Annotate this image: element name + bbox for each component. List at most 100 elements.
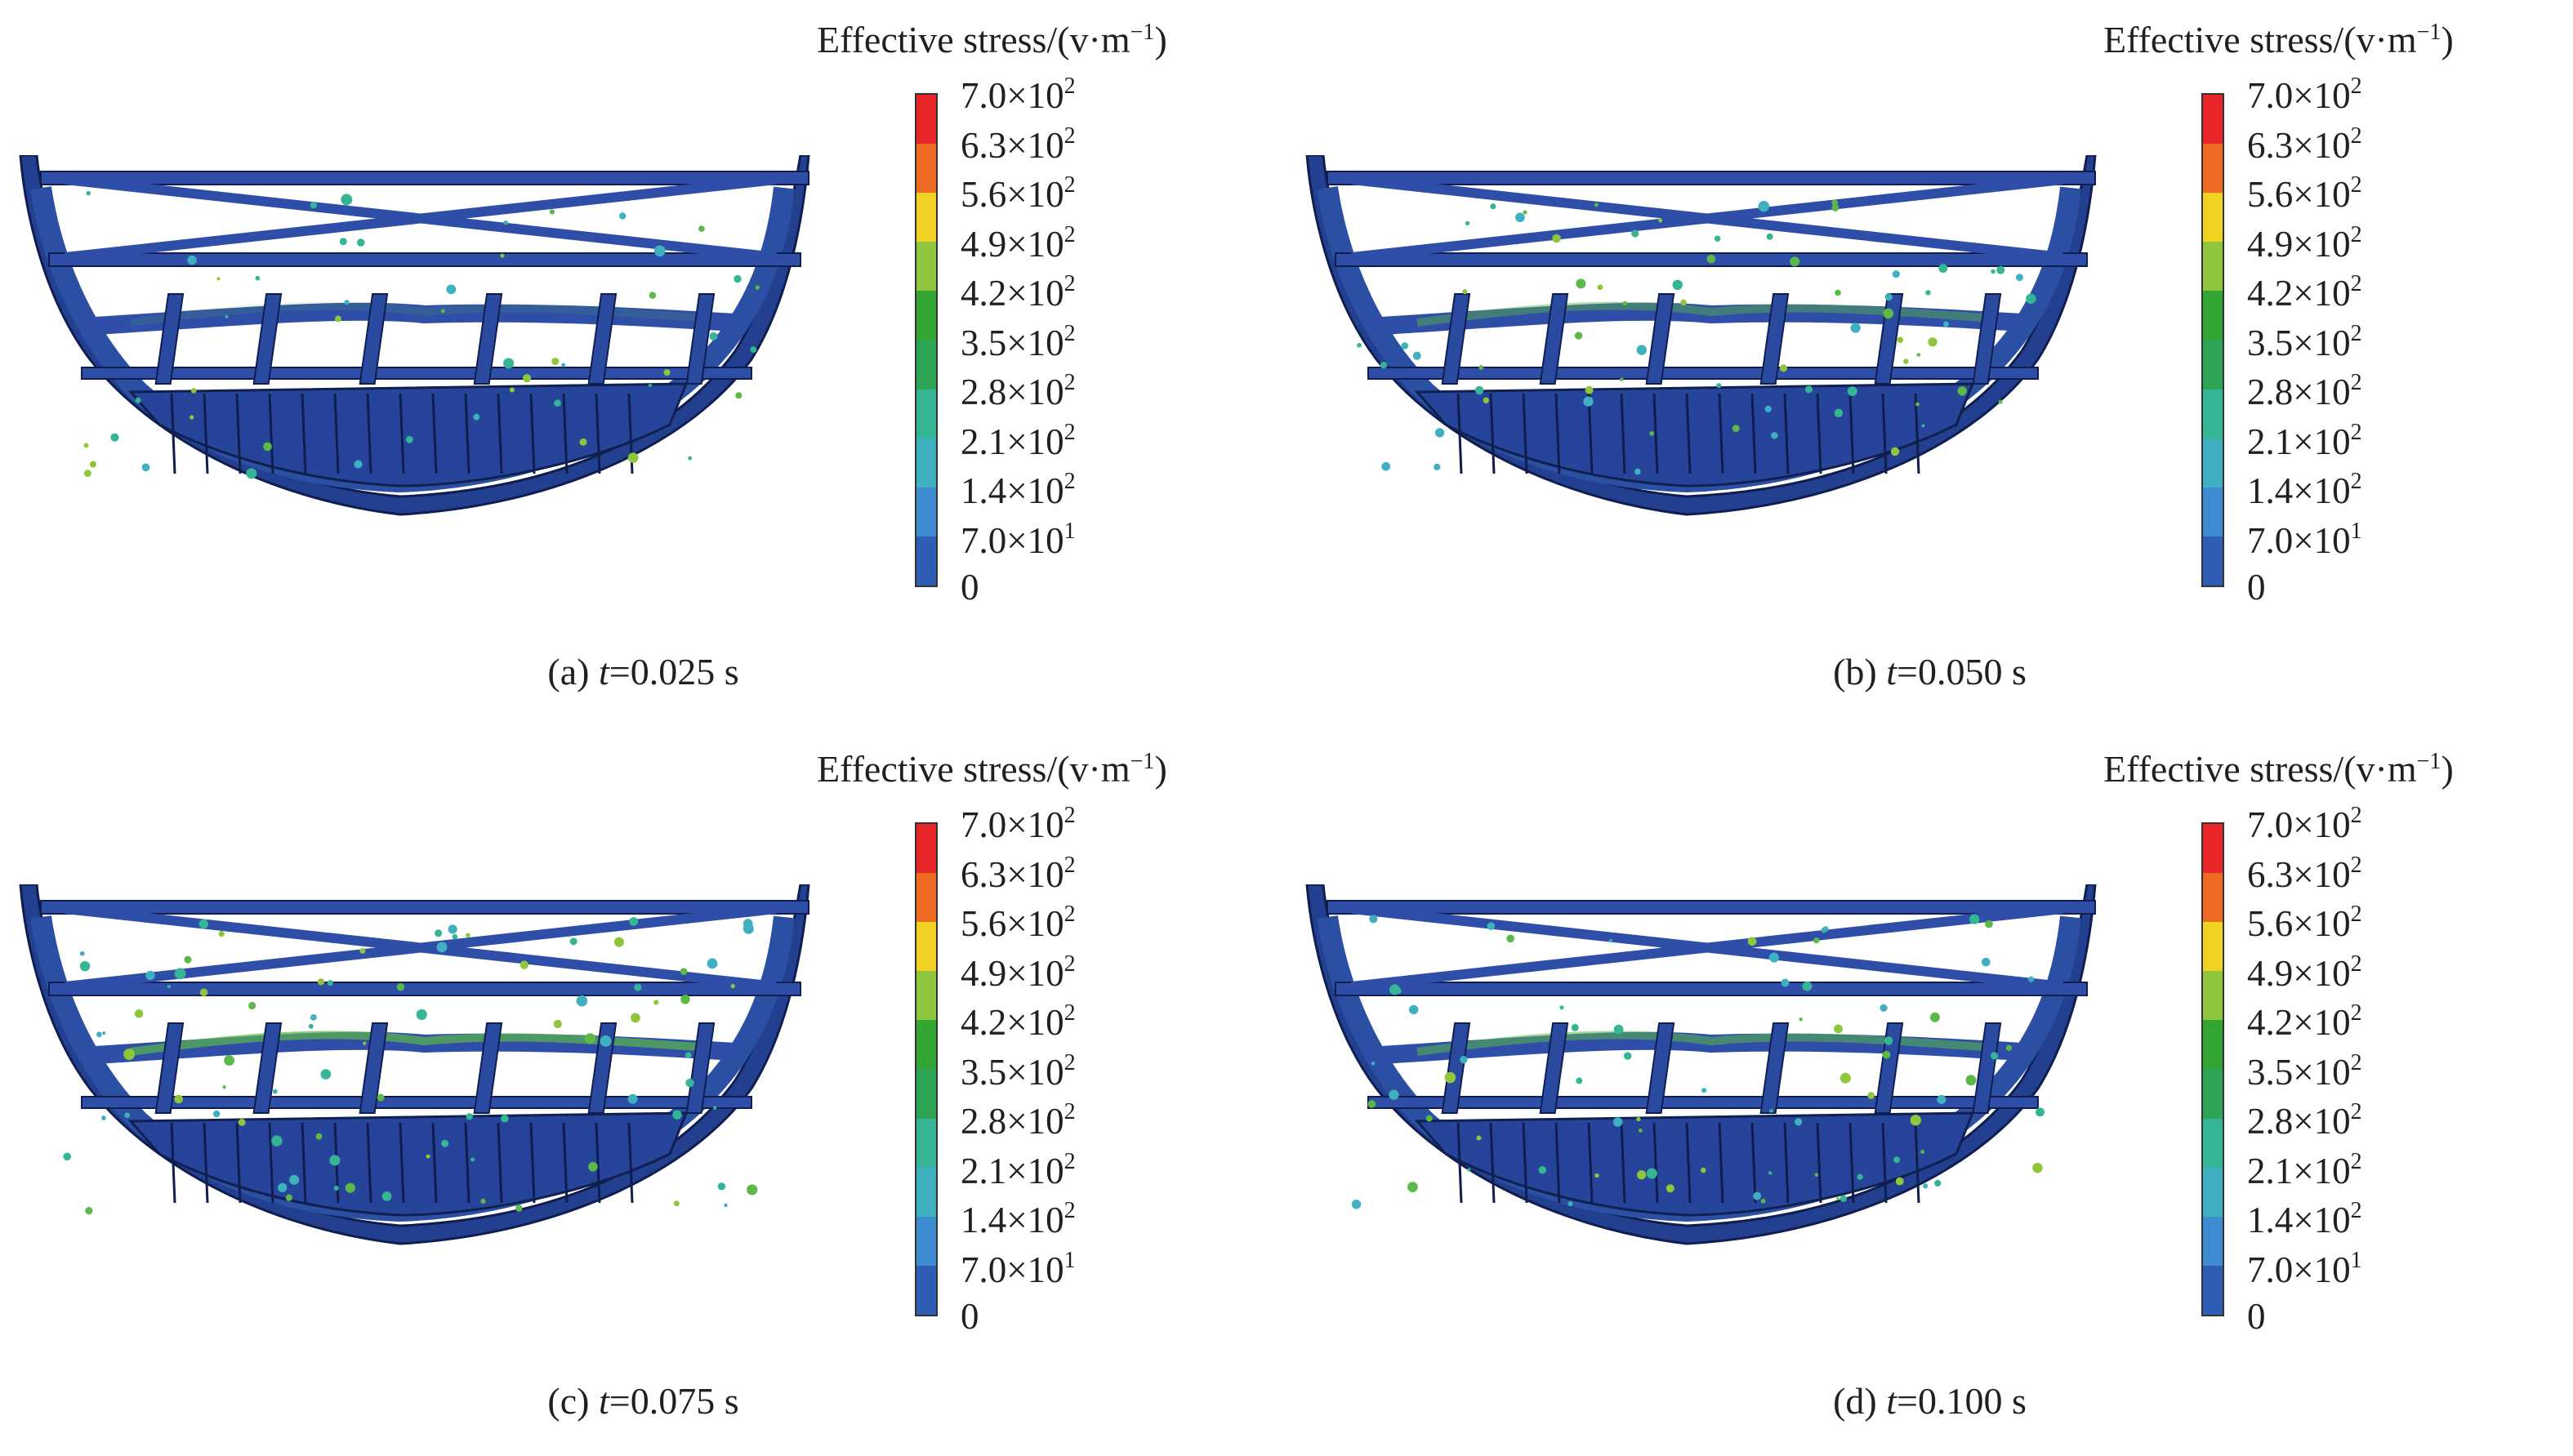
color-bar-segment [916, 824, 936, 874]
stress-spot [1574, 332, 1583, 340]
color-bar-segment [916, 193, 936, 243]
bottom-rib [1554, 1122, 1561, 1204]
stress-spot [1634, 468, 1641, 475]
bottom-rib [1718, 393, 1724, 474]
color-bar-segment [2203, 1167, 2223, 1217]
stress-spot [1706, 254, 1716, 264]
color-bar-segment [916, 144, 936, 194]
stress-spot [145, 970, 155, 981]
legend-title: Effective stress/(v·m−1) [2103, 748, 2454, 790]
legend-tick-label: 4.9×102 [961, 221, 1076, 265]
stress-spot [1883, 308, 1894, 319]
bottom-rib [529, 1122, 536, 1204]
stress-spot [523, 374, 532, 383]
stress-spot [1985, 919, 1993, 928]
color-bar-segment [916, 536, 936, 586]
stress-spot [653, 245, 666, 257]
stress-spot [653, 1000, 659, 1005]
stress-spot [1367, 1100, 1376, 1108]
cross-brace [1351, 175, 2063, 262]
legend-tick-label: 6.3×102 [2247, 852, 2362, 895]
stress-spot [1943, 321, 1950, 327]
color-bar-segment [2203, 536, 2223, 586]
legend-tick-label: 3.5×102 [961, 320, 1076, 363]
stress-spot [2016, 274, 2023, 282]
stress-spot [1567, 1201, 1573, 1207]
stress-spot [263, 442, 272, 452]
legend-tick-label: 3.5×102 [2247, 1049, 2362, 1093]
vertical-pillar [685, 293, 716, 385]
bottom-rib [431, 393, 438, 474]
stress-spot [1490, 203, 1496, 210]
stress-spot [1649, 430, 1655, 436]
stress-spot [310, 1013, 317, 1021]
color-bar-segment [916, 438, 936, 488]
color-bar-segment [2203, 242, 2223, 292]
stress-spot [553, 1019, 562, 1029]
stress-spot [89, 461, 96, 468]
stress-spot [327, 980, 333, 986]
stress-spot [470, 1157, 475, 1162]
bottom-frames [127, 1111, 689, 1217]
stress-spot [1658, 218, 1663, 223]
color-bar-segment [2203, 971, 2223, 1021]
stress-spot [187, 255, 197, 265]
stress-spots [83, 190, 760, 479]
bottom-rib [1914, 1122, 1920, 1204]
stress-spot [717, 1182, 726, 1191]
bottom-rib [366, 393, 372, 474]
bottom-rib [203, 1122, 209, 1204]
legend-tick-label: 2.1×102 [961, 419, 1076, 462]
bottom-rib [1489, 393, 1496, 474]
legend-title: Effective stress/(v·m−1) [817, 19, 1167, 60]
vertical-pillar [1645, 293, 1675, 385]
stress-spot [190, 388, 197, 394]
stress-spots [1351, 914, 2045, 1209]
stress-spot [549, 209, 555, 215]
stress-spot [1444, 1071, 1456, 1084]
ship-hull-stress-model [19, 884, 810, 1245]
figure-panel-d: Effective stress/(v·m−1) 7.0×102 6.3×102 5… [1286, 729, 2573, 1456]
bottom-rib [1587, 393, 1594, 474]
legend-tick-label: 2.8×102 [2247, 370, 2362, 412]
stress-spot [2032, 1162, 2043, 1173]
stress-spot [224, 1055, 234, 1066]
stress-spot [1523, 210, 1527, 215]
stress-band [130, 1031, 711, 1056]
bottom-frames [1414, 1111, 1975, 1217]
stress-spot [1857, 1173, 1863, 1180]
color-bar-segment [916, 1265, 936, 1315]
color-bar-segment [916, 1069, 936, 1119]
bottom-rib [333, 393, 340, 474]
bottom-rib [301, 393, 307, 474]
stress-spot [1991, 269, 1996, 274]
stress-spot [724, 1203, 728, 1208]
stress-band [130, 301, 711, 327]
stress-spot [618, 212, 627, 220]
vertical-pillar [1972, 1022, 2002, 1114]
stress-spot [381, 1191, 392, 1201]
bottom-ribs [170, 1122, 634, 1204]
stress-spot [629, 917, 639, 926]
legend-tick-label: 2.1×102 [961, 1148, 1076, 1191]
stress-spot [1515, 212, 1525, 223]
stress-spot [634, 983, 642, 991]
vertical-pillar [1759, 293, 1790, 385]
stress-spot [222, 1085, 226, 1089]
color-bar-segment [2203, 487, 2223, 537]
stress-spot [83, 470, 91, 477]
stress-spot [1790, 256, 1800, 267]
stress-spot [1613, 1024, 1624, 1035]
figure-panel-c: Effective stress/(v·m−1) 7.0×102 6.3×102 5… [0, 729, 1286, 1456]
bottom-rib [562, 1122, 569, 1204]
legend-title: Effective stress/(v·m−1) [2103, 19, 2454, 60]
bottom-rib [497, 1122, 503, 1204]
vertical-pillars [1441, 1022, 2002, 1114]
stress-spot [1834, 408, 1844, 417]
stress-spot [1934, 1179, 1942, 1187]
bottom-rib [627, 1122, 634, 1204]
stress-spot [333, 1185, 339, 1191]
stress-spot [1620, 377, 1624, 381]
color-bar-segment [2203, 193, 2223, 243]
stress-spot [501, 1115, 509, 1123]
